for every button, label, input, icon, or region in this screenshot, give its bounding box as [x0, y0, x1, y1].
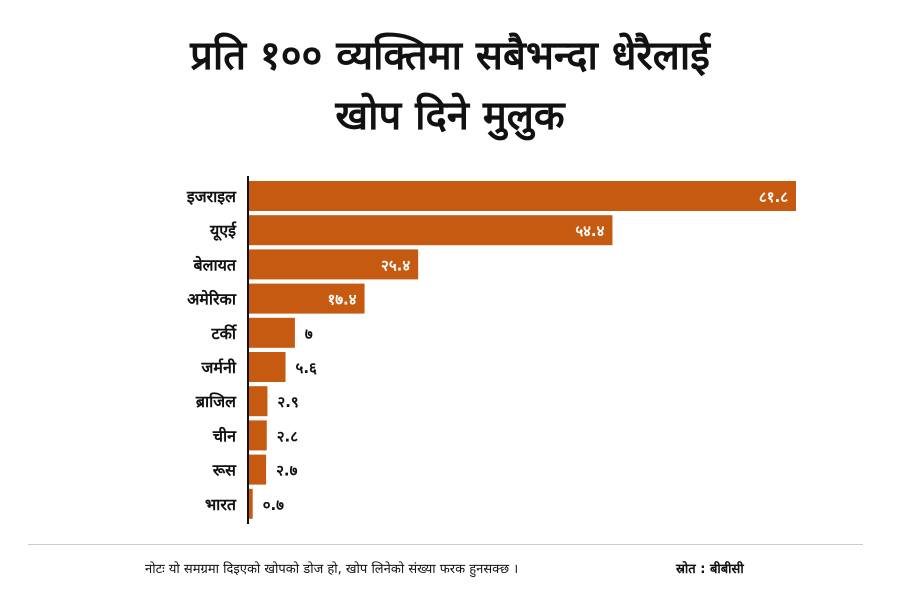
value-label: १७.४	[327, 291, 356, 309]
category-label: इजराइल	[186, 187, 237, 206]
value-label: ०.७	[263, 496, 284, 514]
bar	[248, 249, 419, 280]
category-label: ब्राजिल	[195, 392, 237, 411]
bar	[248, 420, 267, 451]
bar	[248, 317, 295, 348]
footer-divider	[28, 544, 863, 545]
value-label: २५.४	[381, 256, 410, 274]
value-label: ८१.८	[759, 188, 788, 206]
bar	[248, 352, 286, 382]
value-label: ५.६	[296, 359, 317, 377]
chart-title-line-2: खोप दिने मुलुक	[335, 93, 565, 139]
value-label: २.७	[276, 462, 297, 480]
value-label: २.९	[277, 393, 298, 411]
category-label: जर्मनी	[201, 358, 237, 377]
bar-chart: इजराइल ८१.८ यूएई ५४.४ बेलायत २५.४ अमेरिका १७.४ ट…	[186, 176, 796, 524]
category-label: बेलायत	[192, 255, 236, 274]
category-label: रूस	[212, 461, 237, 480]
bar-group: इजराइल ८१.८ यूएई ५४.४ बेलायत २५.४ अमेरिका १७.४ ट…	[186, 181, 796, 519]
value-label: ७	[305, 325, 313, 343]
category-label: यूएई	[209, 221, 237, 241]
bar	[248, 215, 613, 246]
value-label: ५४.४	[575, 222, 604, 240]
category-label: टर्की	[211, 324, 238, 343]
source-credit: स्रोत : बीबीसी	[676, 562, 744, 577]
category-label: चीन	[212, 426, 237, 445]
bar	[248, 386, 268, 417]
bar	[248, 488, 253, 519]
bar	[248, 283, 365, 314]
chart-title-line-1: प्रति १०० व्यक्तिमा सबैभन्दा धेरैलाई	[190, 33, 710, 79]
category-label: अमेरिका	[187, 290, 237, 309]
bar	[248, 181, 796, 211]
footer-note: नोटः यो समग्रमा दिइएको खोपको डोज हो, खोप…	[145, 562, 519, 577]
value-label: २.८	[277, 427, 298, 445]
category-label: भारत	[205, 495, 237, 514]
bar	[248, 454, 267, 485]
